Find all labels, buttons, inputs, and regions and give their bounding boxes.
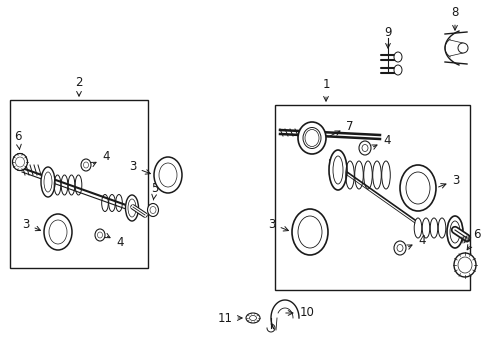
Bar — [275, 105, 470, 290]
Text: 9: 9 — [384, 26, 392, 48]
Text: 7: 7 — [328, 120, 354, 137]
Ellipse shape — [292, 209, 328, 255]
Text: 6: 6 — [467, 229, 481, 250]
Ellipse shape — [41, 167, 55, 197]
Text: 2: 2 — [75, 76, 83, 96]
Text: 6: 6 — [14, 130, 22, 149]
Bar — [10, 100, 148, 268]
Text: 4: 4 — [105, 233, 124, 249]
Ellipse shape — [13, 153, 27, 171]
Ellipse shape — [447, 216, 463, 248]
Ellipse shape — [125, 195, 139, 221]
Ellipse shape — [81, 159, 91, 171]
Ellipse shape — [400, 165, 436, 211]
Ellipse shape — [147, 203, 158, 216]
Text: 1: 1 — [322, 78, 330, 101]
Text: 3: 3 — [439, 174, 460, 188]
Text: 3: 3 — [23, 217, 41, 231]
Ellipse shape — [359, 141, 371, 155]
Ellipse shape — [44, 214, 72, 250]
Text: 4: 4 — [407, 234, 426, 249]
Text: 4: 4 — [91, 150, 110, 167]
Text: 4: 4 — [372, 134, 391, 149]
Circle shape — [458, 43, 468, 53]
Ellipse shape — [246, 313, 260, 323]
Text: 5: 5 — [151, 181, 159, 200]
Text: 10: 10 — [286, 306, 315, 320]
Text: 3: 3 — [269, 217, 289, 231]
Text: 11: 11 — [218, 311, 242, 324]
Ellipse shape — [329, 150, 347, 190]
Ellipse shape — [298, 122, 326, 154]
Ellipse shape — [154, 157, 182, 193]
Ellipse shape — [95, 229, 105, 241]
Ellipse shape — [454, 253, 476, 277]
Ellipse shape — [394, 241, 406, 255]
Ellipse shape — [394, 65, 402, 75]
Ellipse shape — [394, 52, 402, 62]
Text: 8: 8 — [451, 6, 459, 30]
Text: 3: 3 — [129, 161, 150, 174]
